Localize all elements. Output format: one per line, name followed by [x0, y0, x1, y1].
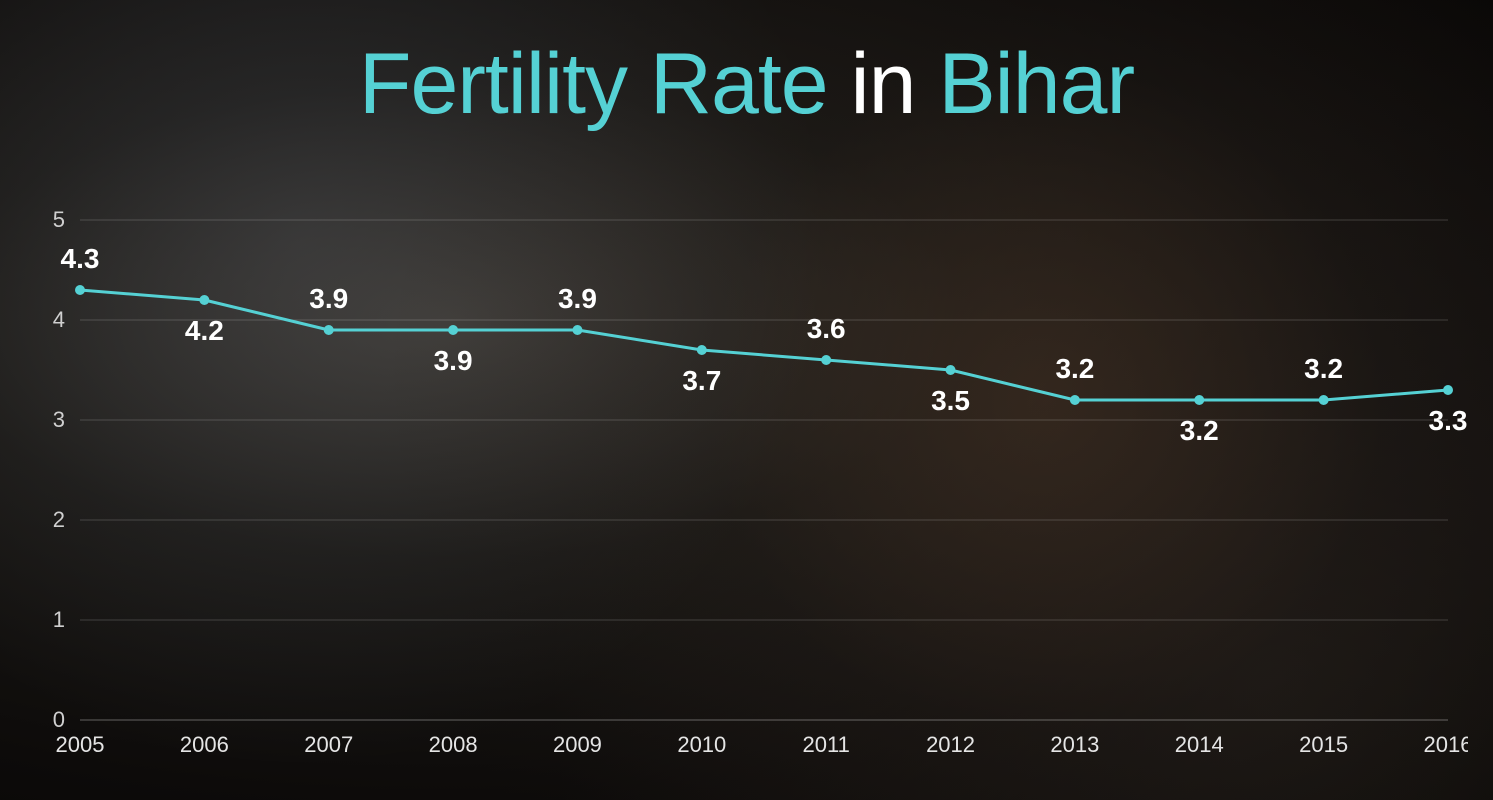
x-tick-label: 2016 [1424, 732, 1468, 757]
series-marker [946, 365, 956, 375]
series-marker [324, 325, 334, 335]
x-tick-label: 2014 [1175, 732, 1224, 757]
series-marker [697, 345, 707, 355]
series-marker [1070, 395, 1080, 405]
y-tick-label: 2 [53, 507, 65, 532]
y-tick-label: 1 [53, 607, 65, 632]
data-label: 3.5 [931, 385, 970, 416]
data-label: 3.2 [1304, 353, 1343, 384]
chart-svg: 0 1 2 3 4 5 2005 2006 2007 2008 2009 2010 2011 2012 20… [25, 210, 1468, 770]
series-marker [572, 325, 582, 335]
series-marker [1319, 395, 1329, 405]
series-marker [821, 355, 831, 365]
chart-title: Fertility Rate in Bihar [0, 35, 1493, 134]
data-label: 4.3 [61, 243, 100, 274]
x-tick-label: 2009 [553, 732, 602, 757]
series-marker [199, 295, 209, 305]
data-label: 3.3 [1429, 405, 1468, 436]
x-tick-label: 2011 [803, 732, 850, 757]
x-tick-label: 2007 [304, 732, 353, 757]
x-tick-label: 2013 [1050, 732, 1099, 757]
data-label: 3.6 [807, 313, 846, 344]
y-tick-label: 3 [53, 407, 65, 432]
data-label: 3.2 [1180, 415, 1219, 446]
x-tick-label: 2015 [1299, 732, 1348, 757]
data-label: 3.9 [558, 283, 597, 314]
x-tick-label: 2008 [429, 732, 478, 757]
y-tick-label: 4 [53, 307, 65, 332]
data-label: 3.2 [1055, 353, 1094, 384]
y-tick-label: 0 [53, 707, 65, 732]
data-label: 3.9 [434, 345, 473, 376]
y-tick-label: 5 [53, 210, 65, 232]
series-marker [448, 325, 458, 335]
fertility-chart: 0 1 2 3 4 5 2005 2006 2007 2008 2009 2010 2011 2012 20… [25, 210, 1468, 770]
title-part-2: in [828, 36, 939, 132]
x-tick-label: 2005 [56, 732, 105, 757]
data-label: 3.7 [682, 365, 721, 396]
x-tick-label: 2012 [926, 732, 975, 757]
series-line [80, 290, 1448, 400]
series-marker [1194, 395, 1204, 405]
series-marker [1443, 385, 1453, 395]
title-part-1: Fertility Rate [359, 36, 828, 132]
data-label: 4.2 [185, 315, 224, 346]
data-label: 3.9 [309, 283, 348, 314]
title-part-3: Bihar [938, 36, 1134, 132]
x-tick-label: 2006 [180, 732, 229, 757]
x-tick-label: 2010 [677, 732, 726, 757]
series-marker [75, 285, 85, 295]
